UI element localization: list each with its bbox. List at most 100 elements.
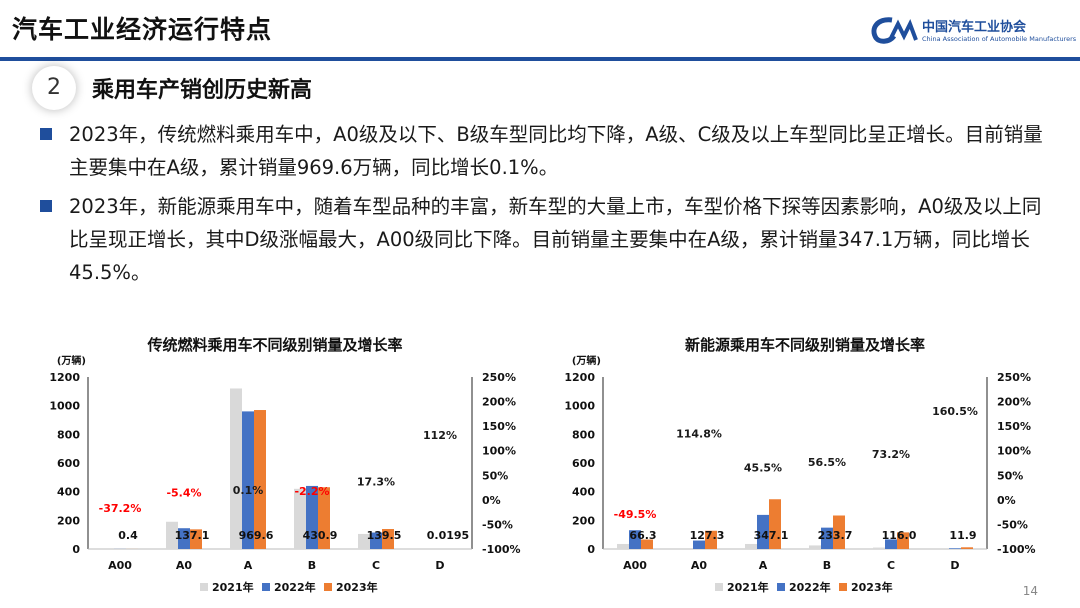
- x-tick-label: C: [887, 559, 895, 572]
- y2-tick-label: 150%: [997, 420, 1031, 433]
- y2-tick-label: -50%: [997, 518, 1028, 531]
- caam-logo: 中国汽车工业协会 China Association of Automobile…: [870, 14, 1076, 50]
- bar: [641, 539, 653, 549]
- y2-tick-label: 100%: [997, 445, 1031, 458]
- bar: [318, 487, 330, 549]
- y-tick-label: 1000: [564, 400, 595, 413]
- growth-rate-label: 114.8%: [676, 427, 722, 440]
- logo-text-cn: 中国汽车工业协会: [922, 20, 1027, 35]
- square-bullet-icon: [40, 200, 52, 212]
- bar: [885, 539, 897, 549]
- legend-swatch: [200, 583, 208, 591]
- y-axis-unit: (万辆): [57, 354, 86, 367]
- x-tick-label: A0: [691, 559, 708, 572]
- bar: [757, 514, 769, 549]
- bar: [617, 543, 629, 549]
- chart-title: 新能源乘用车不同级别销量及增长率: [684, 336, 925, 354]
- caam-logo-icon: [871, 17, 918, 44]
- section-heading: 2 乘用车产销创历史新高: [18, 66, 498, 112]
- legend-label: 2023年: [336, 580, 378, 594]
- bullet-item: 2023年，新能源乘用车中，随着车型品种的丰富，新车型的大量上市，车型价格下探等…: [38, 190, 1058, 289]
- y-axis-unit: (万辆): [572, 354, 601, 367]
- bullet-text: 2023年，新能源乘用车中，随着车型品种的丰富，新车型的大量上市，车型价格下探等…: [69, 195, 1042, 284]
- growth-rate-label: 112%: [423, 429, 457, 442]
- bar: [230, 388, 242, 549]
- y2-tick-label: 250%: [997, 371, 1031, 384]
- data-label: 66.3: [629, 529, 656, 542]
- data-label: 0.4: [118, 529, 138, 542]
- bar: [166, 521, 178, 549]
- legend-label: 2021年: [212, 580, 254, 594]
- bar: [769, 499, 781, 549]
- bar: [961, 547, 973, 549]
- data-label: 137.1: [175, 529, 210, 542]
- x-tick-label: A: [244, 559, 253, 572]
- bar: [705, 530, 717, 549]
- data-label: 430.9: [303, 529, 338, 542]
- growth-rate-label: -49.5%: [614, 508, 657, 521]
- legend-label: 2022年: [274, 580, 316, 594]
- data-label: 11.9: [949, 529, 976, 542]
- y2-tick-label: 200%: [997, 396, 1031, 409]
- y2-tick-label: 100%: [482, 445, 516, 458]
- page-number: 14: [1022, 584, 1038, 598]
- growth-rate-label: 17.3%: [357, 475, 395, 488]
- growth-rate-label: 73.2%: [872, 448, 910, 461]
- chart-svg: (万辆) 1200 1000 800 600 400 200 0 250% 200% 150% 100…: [564, 354, 1035, 594]
- header: 汽车工业经济运行特点 中国汽车工业协会 China Association of…: [0, 0, 1080, 62]
- x-tick-label: C: [372, 559, 380, 572]
- bar: [693, 540, 705, 549]
- logo-text-en: China Association of Automobile Manufact…: [922, 35, 1077, 43]
- y2-tick-label: 200%: [482, 396, 516, 409]
- x-tick-label: D: [950, 559, 959, 572]
- y-tick-label: 800: [572, 428, 595, 441]
- y2-tick-label: 0%: [482, 494, 501, 507]
- bar: [949, 548, 961, 549]
- growth-rate-label: 160.5%: [932, 405, 978, 418]
- section-number: 2: [32, 66, 76, 110]
- bar: [809, 545, 821, 549]
- y-tick-label: 800: [57, 428, 80, 441]
- chart-svg: (万辆) 1200 1000 800 600 400 200 0 250% 200% 150% 100…: [49, 354, 520, 594]
- legend-swatch: [262, 583, 270, 591]
- y-tick-label: 600: [572, 457, 595, 470]
- bar: [873, 547, 885, 549]
- bar: [382, 529, 394, 549]
- x-tick-label: A00: [623, 559, 647, 572]
- page-title: 汽车工业经济运行特点: [12, 15, 273, 44]
- x-tick-label: A0: [176, 559, 193, 572]
- data-label: 347.1: [754, 529, 789, 542]
- bullet-item: 2023年，传统燃料乘用车中，A0级及以下、B级车型同比均下降，A级、C级及以上…: [38, 118, 1058, 184]
- data-label: 116.0: [882, 529, 917, 542]
- y-tick-label: 0: [587, 543, 595, 556]
- bar: [745, 543, 757, 549]
- y-tick-label: 1000: [49, 400, 80, 413]
- x-tick-label: A: [759, 559, 768, 572]
- bullet-text: 2023年，传统燃料乘用车中，A0级及以下、B级车型同比均下降，A级、C级及以上…: [69, 123, 1043, 179]
- bar: [242, 411, 254, 549]
- growth-rate-label: 0.1%: [233, 484, 264, 497]
- y-tick-label: 1200: [564, 371, 595, 384]
- bar: [306, 485, 318, 549]
- y-tick-label: 200: [57, 514, 80, 527]
- y2-tick-label: 150%: [482, 420, 516, 433]
- y2-tick-label: 50%: [997, 469, 1023, 482]
- bar: [833, 515, 845, 549]
- y2-tick-label: 0%: [997, 494, 1016, 507]
- bar: [629, 530, 641, 549]
- y2-tick-label: -100%: [482, 543, 521, 556]
- legend-swatch: [839, 583, 847, 591]
- legend-swatch: [777, 583, 785, 591]
- growth-rate-label: 56.5%: [808, 456, 846, 469]
- data-label: 139.5: [367, 529, 402, 542]
- x-tick-label: A00: [108, 559, 132, 572]
- y2-tick-label: -50%: [482, 518, 513, 531]
- chart-new-energy: 新能源乘用车不同级别销量及增长率 (万辆) 1200 1000 800 600 400 20…: [555, 330, 1055, 605]
- data-label: 969.6: [239, 529, 274, 542]
- growth-rate-label: 45.5%: [744, 461, 782, 474]
- y-tick-label: 600: [57, 457, 80, 470]
- legend-swatch: [324, 583, 332, 591]
- growth-rate-label: -37.2%: [99, 502, 142, 515]
- data-label: 0.0195: [427, 529, 469, 542]
- bar: [294, 488, 306, 549]
